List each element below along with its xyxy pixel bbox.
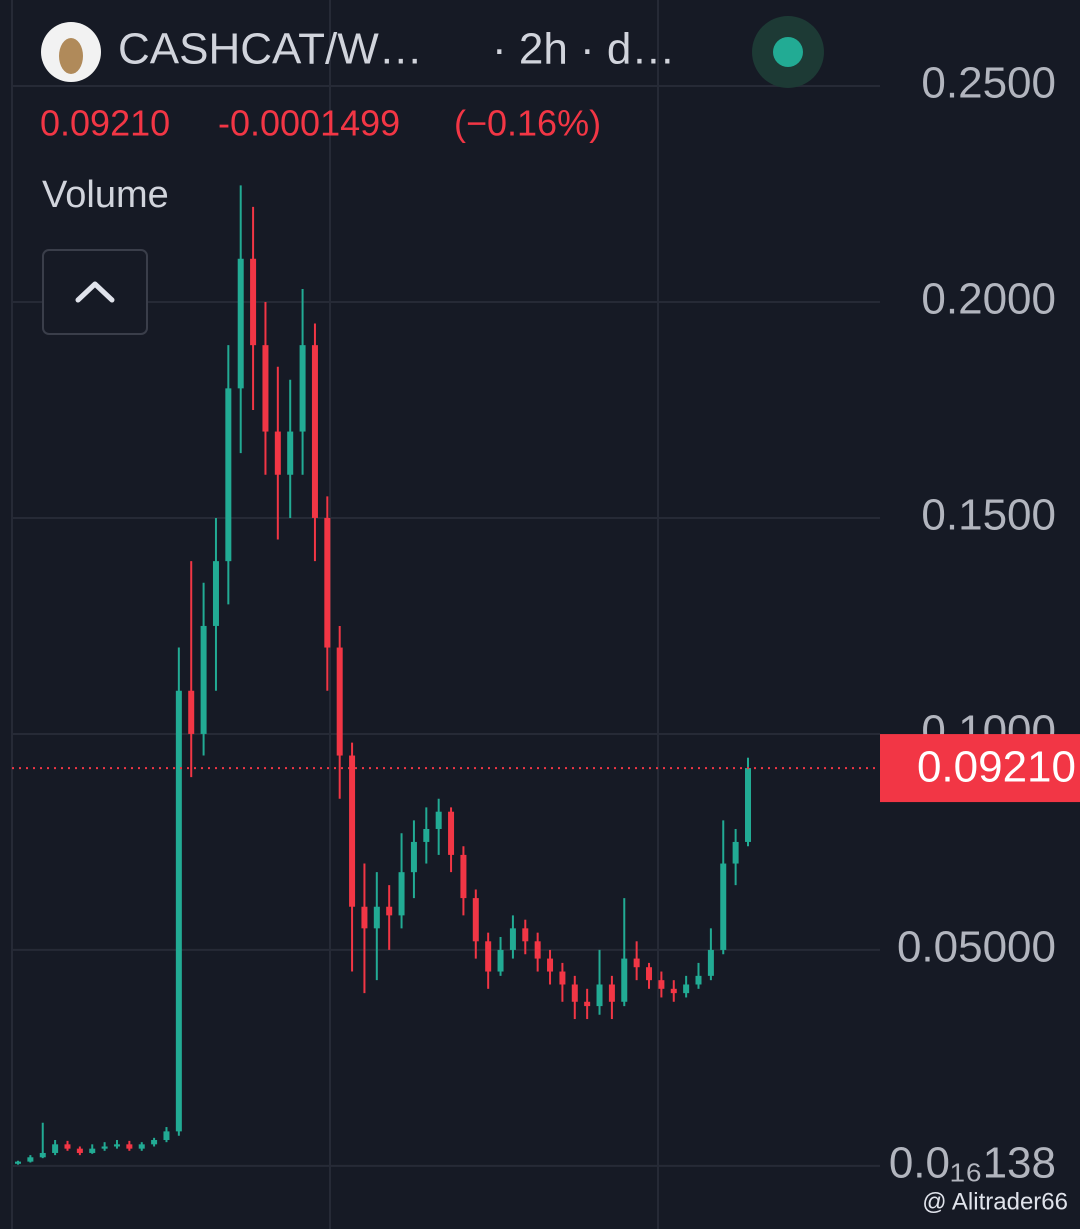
chevron-up[interactable] — [75, 281, 115, 303]
candle-body — [472, 898, 479, 942]
candle-body — [460, 854, 467, 899]
symbol: CASHCAT/W… — [118, 25, 423, 74]
candle-body — [410, 841, 417, 873]
candle-body — [398, 872, 405, 916]
candle-body — [52, 1144, 59, 1153]
candle-body — [262, 345, 269, 432]
button-frame[interactable] — [42, 249, 148, 335]
last-price-tag-label: 0.09210 — [917, 743, 1076, 792]
interval: · 2h · d… — [492, 25, 675, 74]
candle-body — [373, 906, 380, 929]
plot — [12, 84, 880, 1167]
candle-body — [237, 258, 244, 389]
candle-body — [522, 928, 529, 942]
volume-label: Volume — [42, 174, 169, 216]
last-price: 0.09210 — [40, 103, 170, 144]
collapse-button[interactable] — [42, 249, 148, 335]
candle-body — [39, 1152, 46, 1158]
candle-body — [497, 949, 504, 972]
candle-body — [584, 1001, 591, 1007]
candle-body — [633, 958, 640, 968]
candle-body — [27, 1157, 34, 1162]
candle-body — [126, 1144, 133, 1149]
candle-body — [324, 517, 331, 648]
y-tick-label: 0.0₁₆138 — [889, 1139, 1056, 1188]
candle-body — [608, 984, 615, 1002]
candle-body — [151, 1140, 158, 1145]
change-pct: (−0.16%) — [454, 103, 601, 144]
candle-body — [707, 949, 714, 976]
candle-body — [509, 928, 516, 950]
candle-body — [646, 967, 653, 981]
candle-body — [361, 906, 368, 929]
y-tick-label: 0.2500 — [921, 59, 1056, 108]
candle-body — [225, 388, 232, 562]
candle-body — [188, 690, 195, 734]
watermark: @ Alitrader66 — [922, 1188, 1068, 1215]
candle-body — [485, 941, 492, 972]
change: -0.0001499 — [218, 103, 400, 144]
candle-body — [720, 863, 727, 950]
candle-body — [745, 768, 751, 842]
candle-body — [596, 984, 603, 1007]
candle-body — [299, 345, 306, 432]
status-dot — [773, 37, 803, 67]
candle-body — [547, 958, 554, 972]
candle-body — [287, 431, 294, 475]
y-tick-label: 0.2000 — [921, 275, 1056, 324]
candle-body — [559, 971, 566, 985]
candle-body — [571, 984, 578, 1002]
price-axis: 0.0₁₆1380.050000.10000.15000.20000.25000… — [880, 59, 1080, 1188]
candle-body — [200, 625, 207, 734]
candle-body — [732, 841, 739, 864]
candle-body — [212, 561, 219, 626]
candle-body — [64, 1144, 71, 1149]
candle-body — [386, 906, 393, 916]
candle-body — [15, 1161, 21, 1164]
last-price-tag — [880, 734, 1080, 803]
candle-body — [113, 1144, 120, 1147]
candle-body — [76, 1148, 83, 1153]
candle-body — [336, 647, 343, 756]
header: CASHCAT/W… · 2h · d… 0.09210 -0.0001499 … — [40, 16, 824, 335]
candle-body — [534, 941, 541, 959]
candle-body — [683, 984, 690, 994]
candle-body — [621, 958, 628, 1002]
candle-body — [695, 975, 702, 985]
candle-body — [311, 345, 318, 518]
candle-body — [670, 988, 677, 994]
candle-body — [250, 258, 257, 346]
candle-body — [658, 980, 665, 989]
candle-body — [175, 690, 182, 1132]
candle-body — [163, 1131, 170, 1141]
candle-body — [274, 431, 281, 475]
candle-body — [138, 1144, 145, 1149]
y-tick-label: 0.1500 — [921, 491, 1056, 540]
candle-body — [89, 1148, 96, 1153]
logo-cat — [59, 38, 83, 74]
candle-body — [448, 811, 455, 855]
candle-body — [435, 811, 442, 829]
candle-body — [423, 828, 430, 842]
candle-body — [349, 755, 356, 907]
candle-body — [101, 1146, 108, 1149]
y-tick-label: 0.05000 — [897, 923, 1056, 972]
